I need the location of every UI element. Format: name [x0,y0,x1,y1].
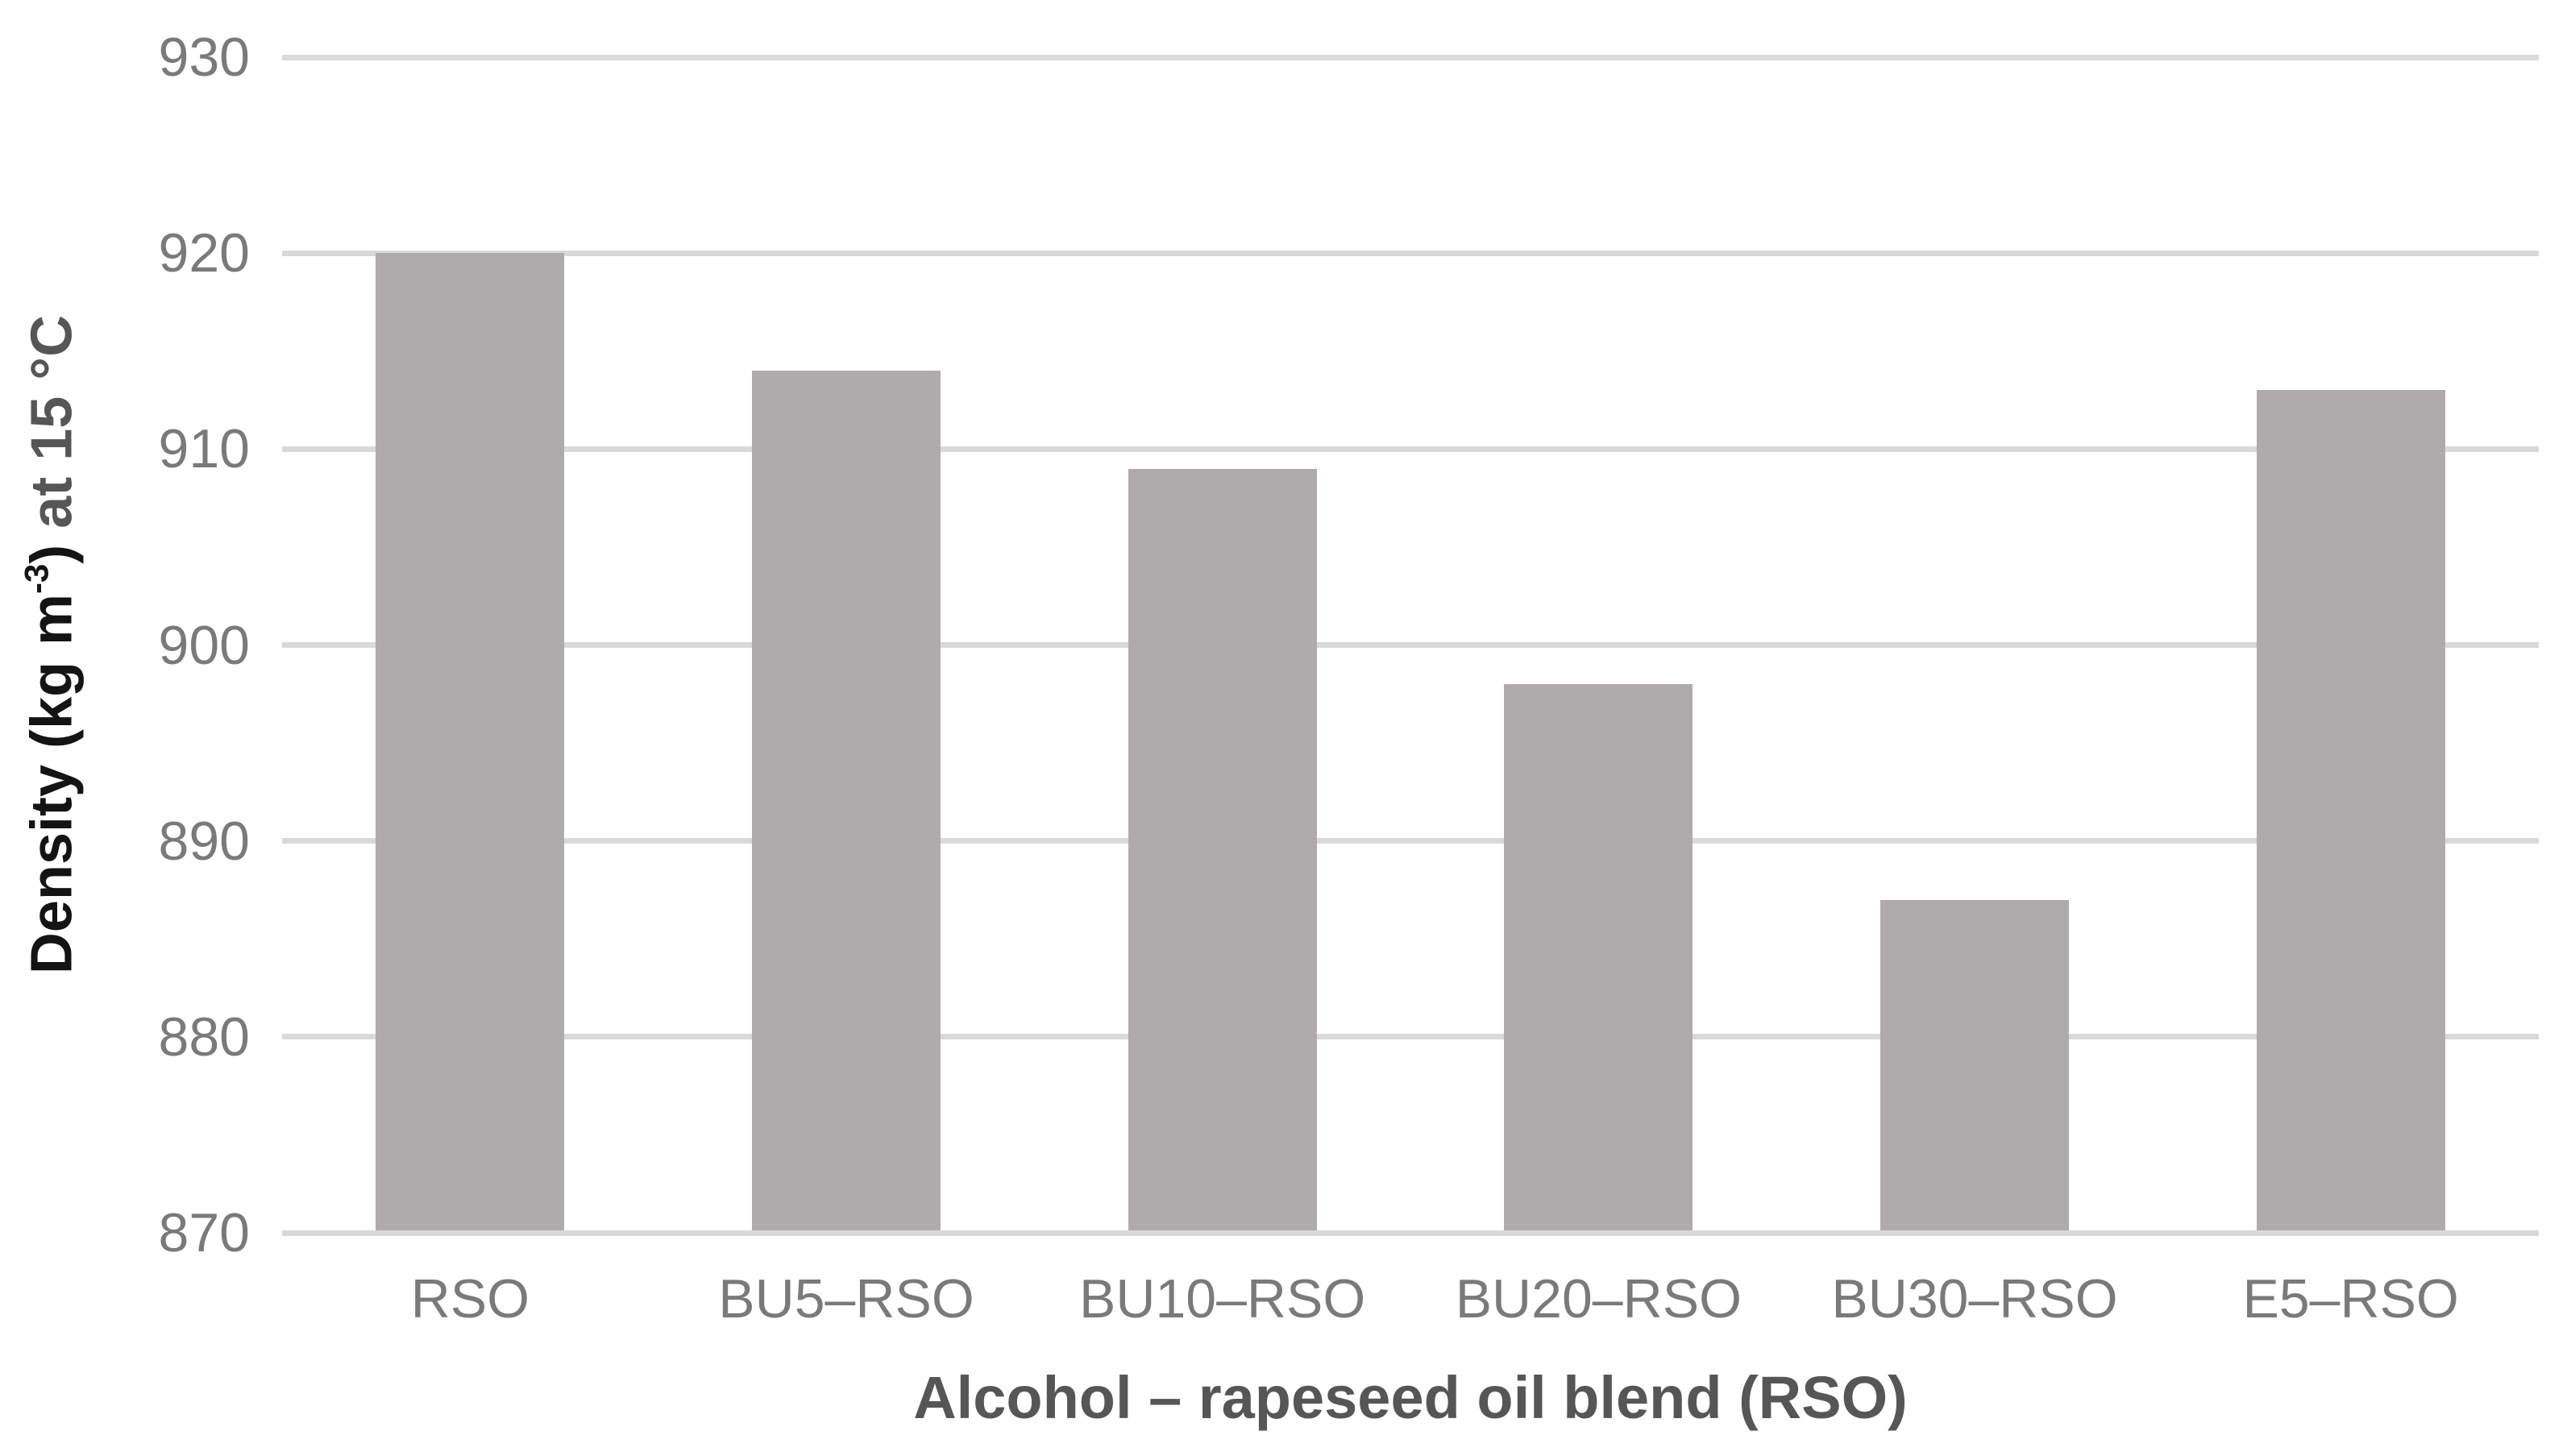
gridline-910 [282,446,2539,452]
y-axis-title-main: Density (kg m-3) [17,544,85,975]
superscript-exponent: -3 [17,563,56,594]
gridline-920 [282,250,2539,256]
x-axis-title: Alcohol – rapeseed oil blend (RSO) [913,1364,1908,1431]
bar-bu20-rso [1504,684,1693,1235]
bar-e5-rso [2256,390,2445,1235]
y-tick-label-880: 880 [158,1006,250,1068]
gridline-900 [282,642,2539,648]
bar-rso [376,253,565,1235]
y-tick-label-920: 920 [158,222,250,284]
bar-bu30-rso [1880,899,2069,1235]
y-tick-label-900: 900 [158,614,250,676]
y-tick-label-870: 870 [158,1202,250,1263]
bar-bu10-rso [1128,468,1317,1235]
y-axis-title-condition: at 15 °C [19,314,85,545]
y-tick-label-890: 890 [158,810,250,872]
y-tick-label-930: 930 [158,27,250,88]
x-tick-label-bu10-rso: BU10–RSO [1079,1268,1366,1329]
bar-bu5-rso [752,371,941,1235]
x-tick-label-bu5-rso: BU5–RSO [718,1268,974,1329]
y-axis-title: Density (kg m-3) at 15 °C [11,315,84,974]
x-axis-line [282,1230,2539,1236]
y-tick-label-910: 910 [158,418,250,480]
x-tick-label-rso: RSO [410,1268,530,1329]
x-tick-label-bu20-rso: BU20–RSO [1455,1268,1742,1329]
x-tick-label-bu30-rso: BU30–RSO [1831,1268,2118,1329]
gridline-880 [282,1034,2539,1040]
x-tick-label-e5-rso: E5–RSO [2242,1268,2459,1329]
gridline-890 [282,838,2539,844]
gridline-930 [282,54,2539,60]
